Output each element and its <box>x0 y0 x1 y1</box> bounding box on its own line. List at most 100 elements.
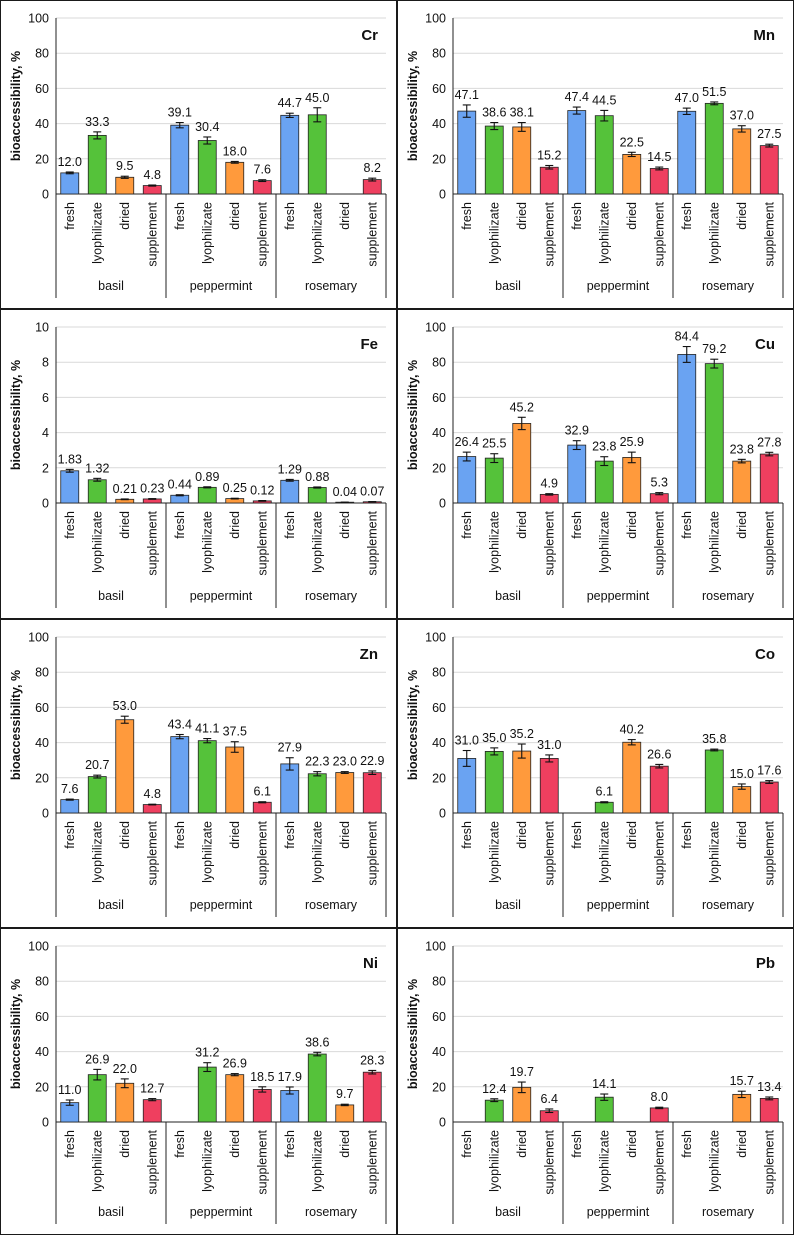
category-label: dried <box>338 511 352 539</box>
data-label: 15.7 <box>730 1074 754 1088</box>
bar-basil-lyophilizate <box>87 776 107 814</box>
data-label: 25.9 <box>620 435 644 449</box>
data-label: 27.9 <box>278 741 302 755</box>
category-label: dried <box>228 821 242 849</box>
category-label: lyophilizate <box>200 821 214 883</box>
data-label: 15.0 <box>730 767 754 781</box>
y-tick-label: 100 <box>425 321 446 335</box>
y-tick-label: 100 <box>425 12 446 26</box>
y-tick-label: 80 <box>432 666 446 680</box>
category-label: dried <box>735 821 749 849</box>
data-label: 6.4 <box>541 1092 558 1106</box>
bar-basil-dried <box>115 1082 135 1123</box>
data-label: 1.29 <box>278 462 302 476</box>
group-label: peppermint <box>190 279 253 293</box>
category-label: supplement <box>365 201 379 266</box>
category-label: supplement <box>145 1129 159 1194</box>
data-label: 22.5 <box>620 135 644 149</box>
bar-rosemary-fresh <box>280 763 300 814</box>
category-label: supplement <box>762 820 776 885</box>
bar-peppermint-lyophilizate <box>594 801 614 814</box>
bar-rosemary-lyophilizate <box>307 1053 327 1123</box>
data-label: 26.9 <box>223 1057 247 1071</box>
category-label: lyophilizate <box>200 202 214 264</box>
group-label: peppermint <box>587 898 650 912</box>
data-label: 25.5 <box>482 437 506 451</box>
category-label: dried <box>515 821 529 849</box>
y-tick-label: 60 <box>432 701 446 715</box>
category-label: fresh <box>283 821 297 849</box>
bar-basil-lyophilizate <box>87 134 107 195</box>
category-label: fresh <box>173 1130 187 1158</box>
category-label: lyophilizate <box>310 821 324 883</box>
bar-peppermint-dried <box>225 1074 245 1123</box>
group-label: rosemary <box>702 279 755 293</box>
bar-peppermint-lyophilizate <box>594 1096 614 1123</box>
category-label: lyophilizate <box>597 821 611 883</box>
category-label: dried <box>228 511 242 539</box>
category-label: lyophilizate <box>707 821 721 883</box>
element-label: Mn <box>753 27 775 44</box>
category-label: supplement <box>255 510 269 575</box>
y-tick-label: 20 <box>432 1080 446 1094</box>
data-label: 0.21 <box>113 482 137 496</box>
group-label: peppermint <box>587 279 650 293</box>
category-label: dried <box>118 511 132 539</box>
chart-panel-cr: 0 20 40 60 80 100 bioaccessibility, % Cr fresh 12… <box>0 0 397 309</box>
group-label: peppermint <box>587 589 650 603</box>
bar-peppermint-lyophilizate <box>197 1066 217 1123</box>
y-tick-label: 8 <box>42 356 49 370</box>
y-tick-label: 40 <box>35 736 49 750</box>
bar-rosemary-fresh <box>280 1090 300 1123</box>
data-label: 4.9 <box>541 477 558 491</box>
chart-svg: 0 20 40 60 80 100 bioaccessibility, % Ni fresh 11… <box>9 940 387 1224</box>
y-tick-label: 60 <box>432 1010 446 1024</box>
category-label: supplement <box>145 820 159 885</box>
y-tick-label: 4 <box>42 426 49 440</box>
category-label: lyophilizate <box>90 821 104 883</box>
y-axis-title: bioaccessibility, % <box>406 360 420 470</box>
data-label: 27.8 <box>757 435 781 449</box>
data-label: 45.2 <box>510 400 534 414</box>
y-tick-label: 40 <box>432 117 446 131</box>
data-label: 40.2 <box>620 723 644 737</box>
chart-panel-ni: 0 20 40 60 80 100 bioaccessibility, % Ni fresh 11… <box>0 928 397 1235</box>
data-label: 13.4 <box>757 1080 781 1094</box>
category-label: dried <box>625 511 639 539</box>
group-label: basil <box>495 279 521 293</box>
category-label: fresh <box>173 511 187 539</box>
category-label: fresh <box>460 821 474 849</box>
y-tick-label: 60 <box>432 82 446 96</box>
y-tick-label: 0 <box>42 497 49 511</box>
data-label: 9.7 <box>336 1087 353 1101</box>
bar-peppermint-fresh <box>567 110 587 195</box>
category-label: supplement <box>365 820 379 885</box>
category-label: fresh <box>570 1130 584 1158</box>
category-label: dried <box>118 821 132 849</box>
data-label: 12.7 <box>140 1082 164 1096</box>
chart-svg: 0 20 40 60 80 100 bioaccessibility, % Cr fresh 12… <box>9 12 387 298</box>
category-label: dried <box>735 1130 749 1158</box>
bar-rosemary-lyophilizate <box>704 749 724 814</box>
data-label: 4.8 <box>144 168 161 182</box>
data-label: 31.0 <box>455 734 479 748</box>
y-tick-label: 20 <box>432 771 446 785</box>
bar-rosemary-fresh <box>280 479 300 504</box>
bar-rosemary-supplement <box>362 1071 382 1123</box>
category-label: fresh <box>680 511 694 539</box>
data-label: 32.9 <box>565 424 589 438</box>
bar-peppermint-fresh <box>170 124 190 195</box>
group-label: basil <box>98 589 124 603</box>
bar-basil-supplement <box>539 758 559 814</box>
data-label: 12.4 <box>482 1082 506 1096</box>
y-tick-label: 80 <box>432 975 446 989</box>
chart-svg: 0 20 40 60 80 100 bioaccessibility, % Mn fresh 47… <box>406 12 784 298</box>
element-label: Zn <box>360 646 378 663</box>
bar-peppermint-supplement <box>649 168 669 195</box>
bar-peppermint-lyophilizate <box>594 460 614 504</box>
bar-basil-dried <box>115 719 135 814</box>
category-label: fresh <box>460 1130 474 1158</box>
bar-basil-dried <box>512 423 532 504</box>
bar-rosemary-fresh <box>280 114 300 195</box>
group-label: rosemary <box>702 898 755 912</box>
